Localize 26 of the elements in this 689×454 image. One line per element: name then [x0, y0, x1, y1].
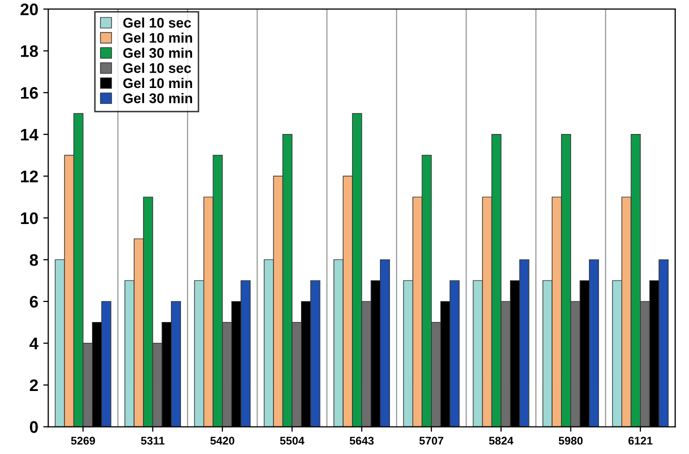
x-tick-label: 6121 [628, 436, 652, 445]
x-tick-label: 5980 [558, 436, 583, 445]
y-tick-label: 12 [21, 170, 38, 182]
x-tick-label: 5420 [210, 436, 234, 445]
y-tick-label: 4 [29, 338, 38, 350]
legend-label: Gel 10 sec [123, 17, 191, 28]
x-tick-label: 5504 [280, 436, 304, 445]
y-tick-label: 20 [20, 3, 38, 16]
y-tick-label: 14 [21, 128, 38, 140]
y-tick-label: 18 [21, 45, 38, 58]
y-tick-label: 6 [30, 296, 38, 308]
legend-label: Gel 10 min [123, 32, 192, 43]
y-tick-label: 8 [30, 254, 38, 266]
legend-label: Gel 30 min [123, 48, 192, 58]
x-tick-label: 5269 [71, 436, 96, 445]
legend-label: Gel 30 min [123, 93, 192, 104]
y-tick-label: 2 [30, 379, 38, 392]
y-tick-label: 0 [30, 421, 38, 433]
x-tick-label: 5643 [350, 436, 374, 445]
legend-label: Gel 10 sec [123, 62, 191, 73]
y-tick-label: 10 [21, 212, 38, 224]
x-tick-label: 5311 [141, 436, 164, 445]
legend-label: Gel 10 min [123, 78, 192, 88]
x-tick-label: 5707 [419, 436, 444, 445]
x-tick-label: 5824 [489, 436, 514, 445]
y-tick-label: 16 [21, 87, 38, 99]
